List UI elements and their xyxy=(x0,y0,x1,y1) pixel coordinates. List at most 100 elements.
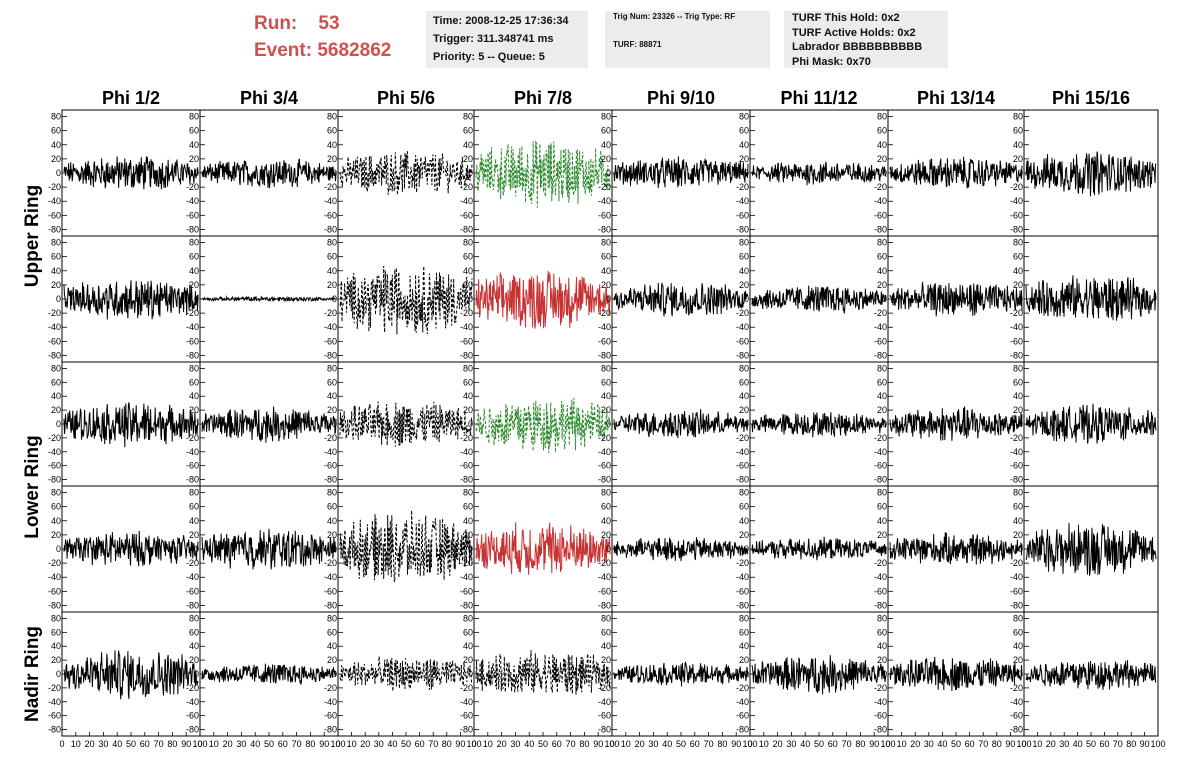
y-tick-label: -20 xyxy=(1010,683,1023,693)
y-tick-label: 40 xyxy=(877,266,887,276)
y-tick-label: -20 xyxy=(460,683,473,693)
y-tick-label: 80 xyxy=(51,238,61,248)
y-tick-label: 20 xyxy=(189,154,199,164)
x-tick-label: 0 xyxy=(59,739,64,749)
x-tick-label: 100 xyxy=(880,739,895,749)
y-tick-label: -80 xyxy=(1010,600,1023,610)
y-tick-label: 60 xyxy=(601,502,611,512)
waveform-trace xyxy=(63,156,199,190)
y-tick-label: -60 xyxy=(186,461,199,471)
y-tick-label: -80 xyxy=(324,475,337,485)
y-tick-label: 60 xyxy=(189,627,199,637)
y-tick-label: 60 xyxy=(601,126,611,136)
x-tick-label: 30 xyxy=(510,739,520,749)
y-tick-label: -80 xyxy=(186,600,199,610)
waveform-trace xyxy=(475,397,611,453)
x-tick-label: 60 xyxy=(140,739,150,749)
y-tick-label: -40 xyxy=(736,697,749,707)
y-tick-label: -20 xyxy=(48,433,61,443)
x-tick-label: 20 xyxy=(910,739,920,749)
y-tick-label: -80 xyxy=(736,350,749,360)
x-tick-label: 20 xyxy=(635,739,645,749)
y-tick-label: 80 xyxy=(739,613,749,623)
y-tick-label: 0 xyxy=(56,669,61,679)
y-tick-label: 60 xyxy=(463,502,473,512)
y-tick-label: -20 xyxy=(1010,182,1023,192)
y-tick-label: -40 xyxy=(598,322,611,332)
y-tick-label: -40 xyxy=(186,322,199,332)
x-tick-label: 40 xyxy=(524,739,534,749)
y-tick-label: -60 xyxy=(1010,336,1023,346)
waveform-trace xyxy=(751,161,887,186)
y-tick-label: 20 xyxy=(327,280,337,290)
x-tick-label: 60 xyxy=(1099,739,1109,749)
y-tick-label: 20 xyxy=(739,154,749,164)
waveform-trace xyxy=(63,650,199,700)
x-tick-label: 70 xyxy=(292,739,302,749)
y-tick-label: 60 xyxy=(463,126,473,136)
y-tick-label: 40 xyxy=(739,140,749,150)
y-tick-label: 60 xyxy=(463,627,473,637)
x-tick-label: 30 xyxy=(1059,739,1069,749)
y-tick-label: 80 xyxy=(601,238,611,248)
y-tick-label: -20 xyxy=(1010,308,1023,318)
y-tick-label: 60 xyxy=(1013,377,1023,387)
y-tick-label: 20 xyxy=(51,655,61,665)
turf-active-holds-line: TURF Active Holds: 0x2 xyxy=(792,26,916,39)
y-tick-label: 40 xyxy=(877,391,887,401)
y-tick-label: 40 xyxy=(327,266,337,276)
y-tick-label: 20 xyxy=(877,655,887,665)
x-tick-label: 40 xyxy=(800,739,810,749)
y-tick-label: -40 xyxy=(598,447,611,457)
y-tick-label: 80 xyxy=(877,488,887,498)
y-tick-label: -60 xyxy=(48,461,61,471)
y-tick-label: -20 xyxy=(324,558,337,568)
y-tick-label: -60 xyxy=(324,210,337,220)
y-tick-label: 20 xyxy=(463,280,473,290)
y-tick-label: 20 xyxy=(1013,280,1023,290)
x-tick-label: 30 xyxy=(98,739,108,749)
y-tick-label: 40 xyxy=(51,641,61,651)
y-tick-label: 0 xyxy=(1018,419,1023,429)
y-tick-label: 60 xyxy=(1013,126,1023,136)
y-tick-label: 40 xyxy=(739,391,749,401)
y-tick-label: 40 xyxy=(463,641,473,651)
x-tick-label: 50 xyxy=(401,739,411,749)
y-tick-label: -40 xyxy=(1010,322,1023,332)
waveform-trace xyxy=(889,656,1023,692)
x-tick-label: 90 xyxy=(319,739,329,749)
y-tick-label: 80 xyxy=(327,238,337,248)
y-tick-label: 60 xyxy=(601,627,611,637)
y-tick-label: 80 xyxy=(877,112,887,122)
y-tick-label: 0 xyxy=(606,669,611,679)
y-tick-label: 0 xyxy=(606,168,611,178)
y-tick-label: -60 xyxy=(460,711,473,721)
y-tick-label: -80 xyxy=(48,600,61,610)
y-tick-label: 80 xyxy=(601,488,611,498)
run-line: Run: 53 xyxy=(254,10,391,37)
y-tick-label: 40 xyxy=(601,391,611,401)
y-tick-label: 0 xyxy=(468,294,473,304)
y-tick-label: 0 xyxy=(332,544,337,554)
ring-label: Lower Ring xyxy=(22,435,43,538)
y-tick-label: 80 xyxy=(463,613,473,623)
x-tick-label: 80 xyxy=(305,739,315,749)
y-tick-label: 60 xyxy=(739,502,749,512)
x-tick-label: 60 xyxy=(552,739,562,749)
turf-hold-line: TURF This Hold: 0x2 xyxy=(792,12,900,24)
y-tick-label: 60 xyxy=(51,126,61,136)
x-tick-label: 70 xyxy=(978,739,988,749)
y-tick-label: -80 xyxy=(736,475,749,485)
y-tick-label: -40 xyxy=(874,322,887,332)
y-tick-label: -60 xyxy=(48,336,61,346)
y-tick-label: 20 xyxy=(1013,530,1023,540)
y-tick-label: 80 xyxy=(877,363,887,373)
y-tick-label: 20 xyxy=(51,154,61,164)
x-tick-label: 100 xyxy=(1016,739,1031,749)
y-tick-label: 20 xyxy=(877,154,887,164)
y-tick-label: -60 xyxy=(736,586,749,596)
y-tick-label: 40 xyxy=(189,266,199,276)
y-tick-label: 0 xyxy=(56,419,61,429)
x-tick-label: 70 xyxy=(566,739,576,749)
phi-mask-line: Phi Mask: 0x70 xyxy=(792,55,871,68)
